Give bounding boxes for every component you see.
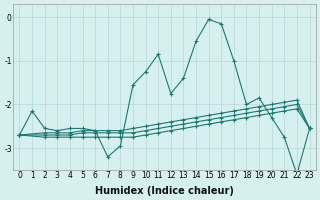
X-axis label: Humidex (Indice chaleur): Humidex (Indice chaleur) (95, 186, 234, 196)
